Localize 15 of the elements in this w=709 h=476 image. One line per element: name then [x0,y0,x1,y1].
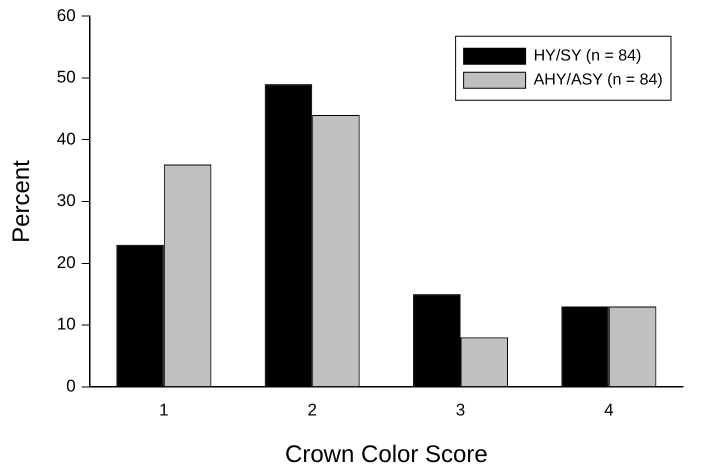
y-tick-label: 20 [56,252,76,272]
x-axis-title: Crown Color Score [284,441,488,468]
x-tick-label: 2 [307,400,317,420]
y-tick-label: 50 [56,68,76,87]
y-tick-label: 60 [56,6,76,25]
y-axis-title: Percent [8,160,36,243]
y-tick-label: 10 [56,314,76,334]
x-tick-label: 1 [159,400,169,420]
x-tick-label: 4 [604,400,614,420]
y-tick-label: 0 [66,376,76,396]
x-tick-label: 3 [456,400,466,420]
y-tick-label: 40 [56,129,76,148]
y-tick-label: 30 [56,191,76,210]
legend-label: HY/SY (n = 84) [534,48,642,65]
legend-label: AHY/ASY (n = 84) [534,72,663,89]
